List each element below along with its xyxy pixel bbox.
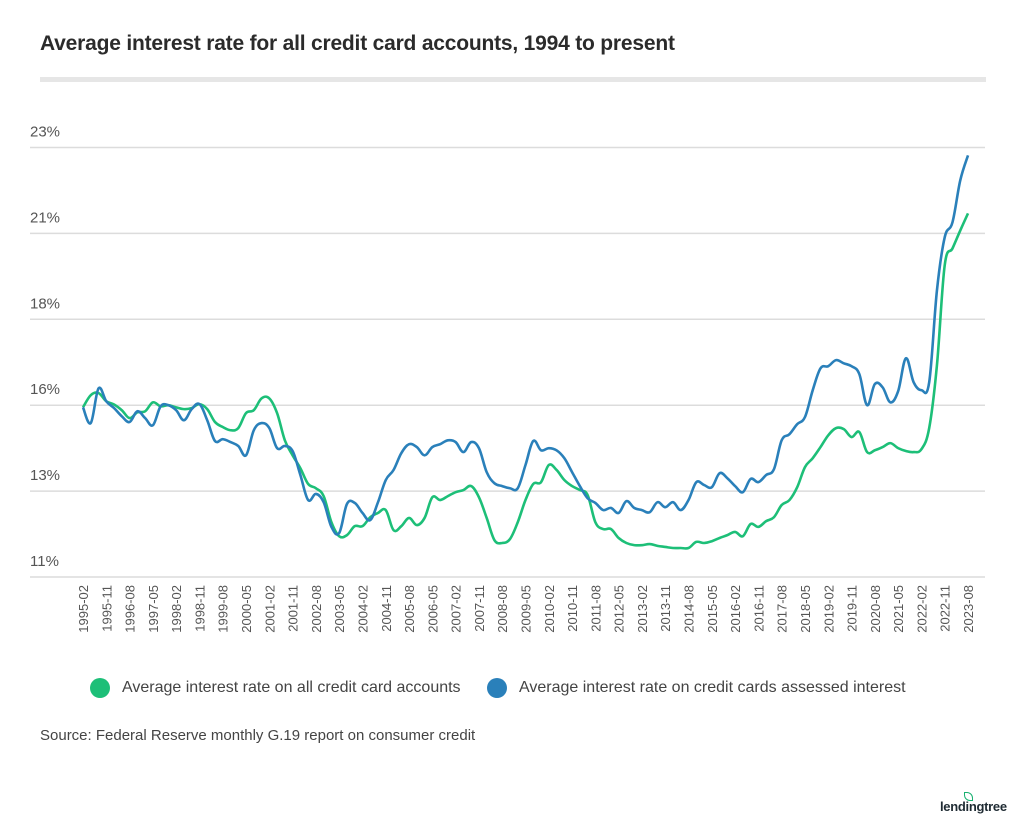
x-tick-label: 1995-02 — [76, 585, 91, 633]
leaf-icon — [964, 792, 973, 801]
series-lines — [81, 154, 970, 550]
x-tick-label: 2014-08 — [682, 585, 697, 633]
x-tick-label: 2023-08 — [961, 585, 976, 633]
x-tick-label: 2007-11 — [472, 585, 487, 632]
x-tick-label: 2010-02 — [542, 585, 557, 633]
x-tick-label: 2017-08 — [775, 585, 790, 633]
y-tick-label: 13% — [30, 467, 60, 484]
x-tick-label: 2018-05 — [798, 585, 813, 633]
legend-blue-dot-icon — [487, 678, 507, 698]
x-tick-label: 2020-08 — [868, 585, 883, 633]
legend: Average interest rate on all credit card… — [0, 678, 1024, 702]
y-tick-label: 16% — [30, 381, 60, 398]
x-tick-label: 2003-05 — [332, 585, 347, 633]
x-tick-label: 2021-05 — [891, 585, 906, 633]
chart-title: Average interest rate for all credit car… — [40, 32, 675, 55]
title-divider — [40, 77, 986, 82]
x-tick-label: 2009-05 — [519, 585, 534, 633]
x-tick-label: 2000-05 — [239, 585, 254, 633]
x-tick-label: 2005-08 — [402, 585, 417, 633]
logo-text: lendingtree — [940, 799, 1007, 814]
x-axis-tick-labels: 1995-02 1995-11 1996-08 1997-05 1998-02 1998-… — [76, 585, 976, 633]
x-tick-label: 1998-11 — [192, 585, 207, 632]
x-tick-label: 2013-02 — [635, 585, 650, 633]
y-tick-label: 21% — [30, 209, 60, 226]
line-chart: 11% 13% 16% 18% 21% 23% 1995-02 1995-11 1996-08… — [30, 124, 985, 633]
legend-green-dot-icon — [90, 678, 110, 698]
x-tick-label: 2015-05 — [705, 585, 720, 633]
x-tick-label: 2022-11 — [938, 585, 953, 632]
x-tick-label: 2001-11 — [286, 585, 301, 632]
x-tick-label: 2011-08 — [588, 585, 603, 632]
x-tick-label: 2004-11 — [379, 585, 394, 632]
x-tick-label: 1999-08 — [216, 585, 231, 633]
lendingtree-logo: lendingtree — [940, 792, 1007, 814]
x-tick-label: 1997-05 — [146, 585, 161, 633]
y-tick-label: 23% — [30, 124, 60, 141]
x-tick-label: 2012-05 — [612, 585, 627, 633]
x-tick-label: 1995-11 — [99, 585, 114, 632]
y-tick-label: 18% — [30, 295, 60, 312]
x-tick-label: 2013-11 — [658, 585, 673, 632]
source-note: Source: Federal Reserve monthly G.19 rep… — [40, 727, 476, 744]
x-tick-label: 2004-02 — [355, 585, 370, 633]
x-tick-label: 2008-08 — [495, 585, 510, 633]
y-axis-tick-labels: 11% 13% 16% 18% 21% 23% — [30, 124, 60, 571]
x-tick-label: 2022-02 — [914, 585, 929, 633]
legend-item-all-accounts: Average interest rate on all credit card… — [90, 678, 461, 698]
series-line-0 — [81, 212, 970, 550]
x-tick-label: 1998-02 — [169, 585, 184, 633]
y-tick-label: 11% — [30, 553, 59, 570]
x-tick-label: 2002-08 — [309, 585, 324, 633]
x-tick-label: 2016-11 — [751, 585, 766, 632]
x-tick-label: 1996-08 — [123, 585, 138, 633]
x-tick-label: 2019-02 — [821, 585, 836, 633]
gridlines — [30, 146, 985, 578]
legend-label: Average interest rate on credit cards as… — [519, 679, 906, 696]
legend-label: Average interest rate on all credit card… — [122, 679, 461, 696]
legend-item-assessed-interest: Average interest rate on credit cards as… — [487, 678, 906, 698]
series-line-1 — [81, 154, 970, 536]
x-tick-label: 2019-11 — [845, 585, 860, 632]
x-tick-label: 2006-05 — [425, 585, 440, 633]
x-tick-label: 2001-02 — [262, 585, 277, 633]
x-tick-label: 2007-02 — [449, 585, 464, 633]
x-tick-label: 2016-02 — [728, 585, 743, 633]
x-tick-label: 2010-11 — [565, 585, 580, 632]
